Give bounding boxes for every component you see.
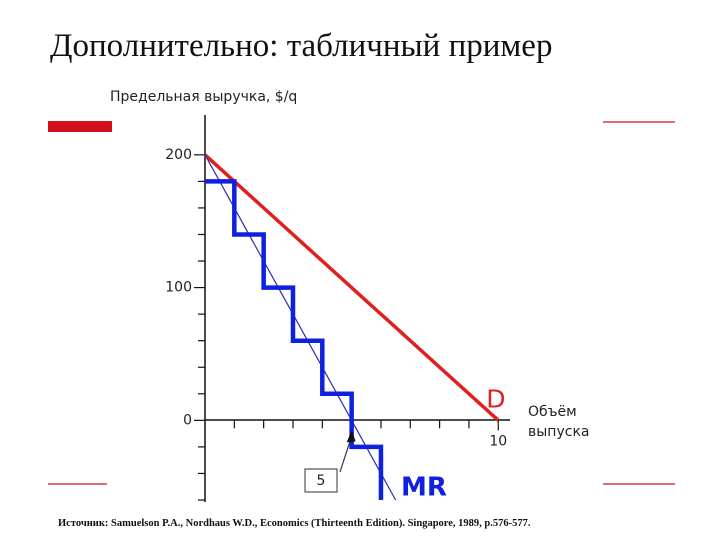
callout-label: 5 [317, 473, 326, 489]
series-line [203, 153, 500, 422]
callout-arrowhead [346, 430, 356, 443]
series-label: D [486, 384, 505, 413]
callout-box [304, 468, 338, 493]
y-axis-label: Предельная выручка, $/q [110, 89, 297, 105]
y-tick-label: 200 [165, 147, 192, 163]
series-line [205, 179, 384, 500]
source-note: Источник: Samuelson P.A., Nordhaus W.D.,… [58, 518, 531, 529]
slide-title: Дополнительно: табличный пример [50, 28, 553, 64]
x-tick-label: 10 [489, 433, 507, 449]
callout-arrow [339, 436, 353, 473]
y-tick-label: 0 [183, 412, 192, 428]
y-tick-label: 100 [165, 280, 192, 296]
series-label: MR [401, 473, 447, 503]
series-line [204, 154, 397, 501]
x-axis-label: Объём выпуска [528, 404, 590, 440]
decor-bar [48, 121, 112, 132]
